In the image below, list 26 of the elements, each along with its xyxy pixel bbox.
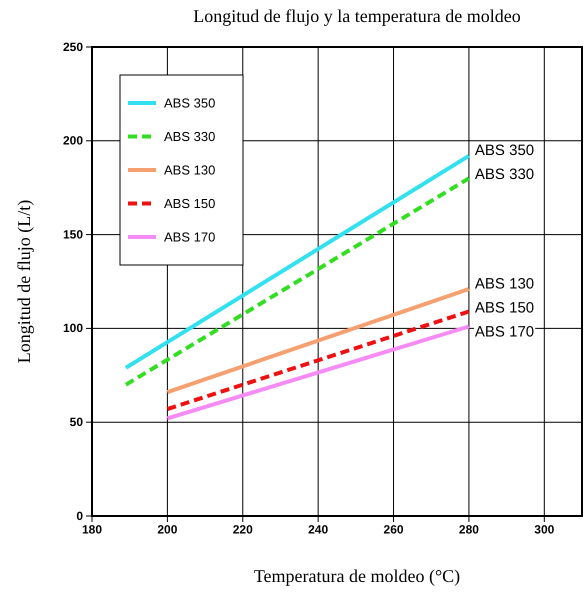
legend-label: ABS 170 (164, 230, 216, 245)
y-tick-label: 200 (62, 134, 84, 148)
legend-label: ABS 130 (164, 162, 216, 178)
y-tick-label: 150 (62, 227, 84, 242)
x-tick-label: 240 (308, 522, 328, 537)
y-tick-label: 100 (62, 321, 84, 336)
chart-title: Longitud de flujo y la temperatura de moldeo (193, 6, 521, 26)
x-tick-label: 280 (458, 522, 480, 537)
legend-label: ABS 150 (164, 196, 216, 212)
x-tick-label: 300 (534, 522, 555, 537)
x-axis-title: Temperatura de moldeo (°C) (254, 566, 460, 586)
legend-label: ABS 330 (164, 129, 216, 144)
x-tick-label: 260 (384, 522, 404, 537)
x-tick-label: 200 (157, 522, 178, 537)
text: ABS 350 (474, 142, 534, 160)
y-tick-label: 250 (62, 40, 84, 54)
text: ABS 130 (474, 275, 534, 292)
text: ABS 330 (474, 166, 534, 184)
legend-label: ABS 350 (164, 96, 216, 111)
text: ABS 170 (474, 323, 534, 340)
y-axis-title: Longitud de flujo (L/t) (14, 200, 34, 364)
y-tick-label: 0 (76, 508, 84, 523)
x-tick-label: 180 (82, 522, 102, 537)
text: ABS 150 (474, 299, 534, 316)
y-tick-label: 50 (70, 415, 84, 430)
x-tick-label: 220 (232, 522, 254, 537)
